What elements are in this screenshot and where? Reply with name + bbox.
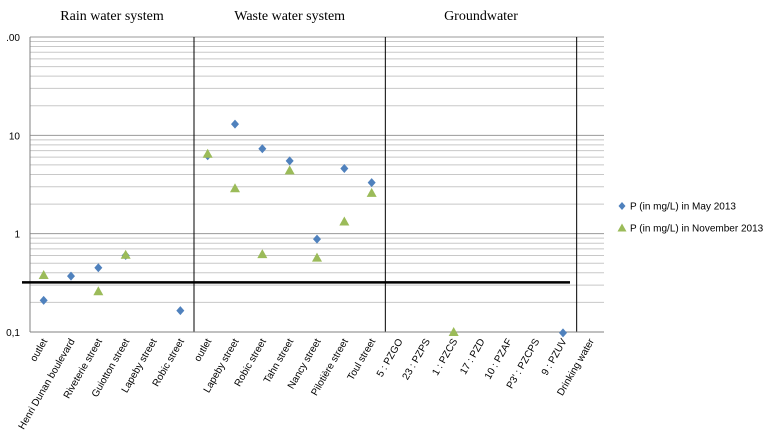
category-label: 9 : PZUV <box>540 337 570 378</box>
data-points <box>38 119 567 338</box>
category-label: 1 : PZCS <box>430 337 460 378</box>
data-point <box>312 252 322 262</box>
data-point <box>94 263 103 273</box>
data-point <box>448 327 459 336</box>
category-label: Toul street <box>346 337 379 383</box>
category-label: outlet <box>193 337 215 364</box>
y-tick-label: 1 <box>14 230 20 241</box>
category-label: 5 : PZGO <box>375 337 406 379</box>
data-point <box>176 306 185 316</box>
category-label: 17 : PZD <box>458 337 487 377</box>
data-point <box>313 234 321 244</box>
legend-label: P (in mg/L) in May 2013 <box>630 202 736 213</box>
data-point <box>559 328 567 338</box>
legend-label: P (in mg/L) in November 2013 <box>630 224 764 235</box>
data-point <box>39 295 48 305</box>
data-point <box>202 148 213 158</box>
y-tick-label: 10 <box>9 131 21 142</box>
section-titles: Rain water system Waste water system Groun… <box>60 9 518 24</box>
y-tick-labels: .00 10 1 0,1 <box>6 33 20 339</box>
data-point <box>38 269 49 279</box>
data-point <box>340 163 349 173</box>
data-point <box>257 249 268 259</box>
data-point <box>67 271 75 281</box>
category-label: 23 : PZPS <box>401 337 433 382</box>
legend: P (in mg/L) in May 2013 P (in mg/L) in No… <box>617 202 764 235</box>
y-tick-label: .00 <box>6 33 20 44</box>
category-label: outlet <box>29 337 51 364</box>
data-point <box>120 249 131 259</box>
data-point <box>93 286 104 296</box>
data-point <box>366 187 377 197</box>
data-point <box>258 144 267 154</box>
data-point <box>339 216 350 226</box>
y-tick-label: 0,1 <box>6 328 20 339</box>
data-point <box>284 165 295 175</box>
grid-lines <box>30 36 604 333</box>
data-point <box>231 119 239 129</box>
legend-marker <box>618 202 626 210</box>
section-title: Rain water system <box>60 9 164 24</box>
data-point <box>367 178 376 188</box>
section-title: Groundwater <box>444 9 518 24</box>
legend-marker <box>617 223 627 232</box>
section-title: Waste water system <box>234 9 345 24</box>
data-point <box>285 156 294 166</box>
data-point <box>230 183 240 193</box>
section-dividers <box>193 37 578 332</box>
